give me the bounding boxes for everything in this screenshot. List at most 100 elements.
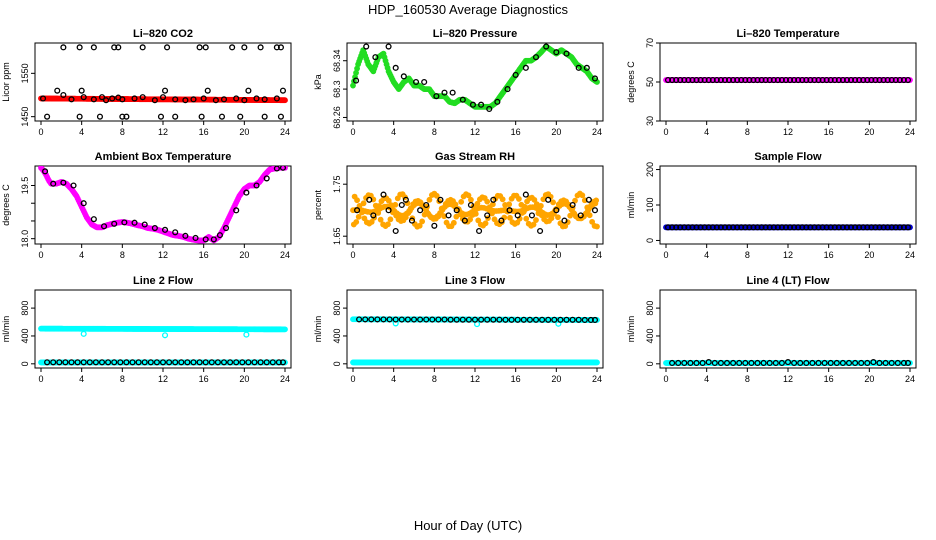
data-point-average xyxy=(839,359,846,367)
data-point xyxy=(586,212,593,219)
data-point-average xyxy=(693,77,700,84)
data-point-average xyxy=(543,43,550,50)
x-tick-label: 8 xyxy=(120,250,125,260)
panel-7: Line 2 Flow ml/min 0 4 8 12 16 20 24 0 400 800 xyxy=(1,275,292,384)
data-point-average xyxy=(486,105,493,112)
y-tick-label: 1550 xyxy=(20,63,30,83)
data-point-average xyxy=(253,182,260,189)
data-point-average xyxy=(532,54,540,61)
y-tick-label: 800 xyxy=(332,301,342,316)
data-point-average xyxy=(421,78,428,86)
data-point-average xyxy=(583,64,590,71)
data-point-average xyxy=(478,101,485,108)
x-tick-label: 16 xyxy=(511,250,521,260)
data-point xyxy=(392,201,399,208)
data-point xyxy=(506,201,513,208)
data-point-average xyxy=(575,316,582,323)
data-point-average xyxy=(161,87,169,94)
data-point-average xyxy=(198,113,205,120)
panel-1: Li–820 CO2 Licor ppm 0 4 8 12 16 20 24 1450 1550 xyxy=(1,28,292,137)
data-point-average xyxy=(563,316,570,323)
data-point-average xyxy=(204,87,211,94)
data-point-average xyxy=(858,359,865,367)
data-point-average xyxy=(78,87,85,94)
data-point-average xyxy=(884,224,891,231)
data-point-average xyxy=(161,226,169,233)
data-point-average xyxy=(815,224,822,231)
data-point xyxy=(282,326,288,333)
data-point-average xyxy=(723,359,731,367)
data-point-average xyxy=(795,224,802,231)
x-tick-label: 12 xyxy=(158,374,168,384)
data-point-average xyxy=(214,359,221,366)
x-tick-label: 20 xyxy=(864,250,874,260)
data-point-average xyxy=(423,201,430,209)
data-point-average xyxy=(135,359,142,366)
data-point-average xyxy=(664,77,672,84)
data-point-average xyxy=(734,77,741,84)
data-point-average xyxy=(417,316,424,323)
data-point-average xyxy=(273,166,280,172)
data-point-average xyxy=(705,224,712,231)
data-point-average xyxy=(587,316,594,323)
data-point-average xyxy=(760,359,767,367)
data-point xyxy=(355,213,362,220)
data-point-average xyxy=(669,224,676,231)
data-point xyxy=(530,221,537,228)
data-point xyxy=(360,200,367,207)
y-axis-label: Licor ppm xyxy=(1,62,11,102)
x-tick-label: 0 xyxy=(350,250,355,260)
data-point-average xyxy=(868,77,875,84)
data-point-average xyxy=(119,113,126,120)
data-point-average xyxy=(465,316,472,323)
x-tick-label: 8 xyxy=(432,374,437,384)
data-point xyxy=(472,210,479,217)
panel-title: Line 4 (LT) Flow xyxy=(747,275,830,287)
panel-2: Li–820 Pressure kPa 0 4 8 12 16 20 24 68.26 68.3 68… xyxy=(313,28,604,137)
data-point-average xyxy=(512,71,519,78)
data-point-average xyxy=(490,196,497,203)
data-point-average xyxy=(131,219,138,226)
data-point-average xyxy=(196,359,203,366)
data-point-average xyxy=(738,224,745,231)
data-point-average xyxy=(569,201,576,209)
data-point-average xyxy=(368,316,375,323)
data-point-average xyxy=(269,359,276,366)
panel-title: Line 2 Flow xyxy=(133,275,193,287)
data-point-average xyxy=(577,212,584,219)
data-point-average xyxy=(111,220,118,227)
x-tick-label: 16 xyxy=(824,127,834,137)
data-point-average xyxy=(786,224,794,231)
data-point-average xyxy=(141,359,148,366)
data-point-average xyxy=(111,44,118,51)
data-point-average xyxy=(398,201,405,209)
y-tick-label: 800 xyxy=(645,301,655,316)
y-tick-label: 30 xyxy=(645,116,655,126)
data-point-average xyxy=(742,359,749,367)
data-point-average xyxy=(363,43,370,50)
data-point-average xyxy=(856,224,863,231)
data-point-average xyxy=(354,207,361,214)
data-point-average xyxy=(123,113,130,120)
data-point-average xyxy=(711,359,718,367)
data-point-average xyxy=(766,77,773,84)
x-tick-label: 12 xyxy=(783,374,793,384)
data-point-average xyxy=(362,316,369,323)
plot-area xyxy=(350,190,600,235)
data-point-average xyxy=(42,168,49,175)
x-tick-label: 12 xyxy=(470,127,480,137)
data-point-average xyxy=(385,43,392,50)
data-point xyxy=(387,216,394,223)
data-point-average xyxy=(44,113,51,120)
data-point-average xyxy=(484,212,491,219)
plot-area xyxy=(350,316,600,366)
data-point-average xyxy=(151,97,158,104)
data-point-average xyxy=(431,222,438,229)
data-point-average xyxy=(705,77,712,84)
x-tick-label: 0 xyxy=(663,127,668,137)
x-tick-label: 20 xyxy=(551,374,561,384)
data-point-average xyxy=(681,77,688,84)
data-point-average xyxy=(746,77,753,84)
data-point-average xyxy=(551,316,558,323)
data-point xyxy=(555,214,561,221)
